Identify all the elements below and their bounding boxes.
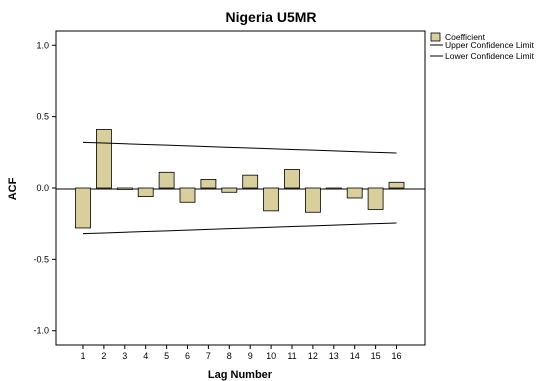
y-tick-label: 0.0 (36, 183, 49, 193)
coefficient-bar (304, 187, 321, 213)
coefficient-bar (221, 187, 238, 193)
y-tick-label: 1.0 (36, 40, 49, 50)
lower-confidence-limit-line (82, 222, 397, 235)
x-tick-label: 14 (350, 351, 360, 361)
coefficient-bar (137, 187, 154, 197)
x-tick-label: 15 (371, 351, 381, 361)
coefficient-bar (242, 174, 259, 189)
x-axis-label: Lag Number (208, 369, 273, 381)
coefficient-bar (325, 187, 342, 190)
x-tick-label: 6 (185, 351, 190, 361)
legend-upper-label: Upper Confidence Limit (445, 40, 534, 50)
y-tick-label: -0.5 (33, 254, 49, 264)
y-axis-label: ACF (7, 177, 19, 200)
upper-confidence-limit-line (82, 141, 397, 154)
coefficient-bar (388, 181, 405, 189)
coefficient-bar (96, 129, 112, 189)
chart-title: Nigeria U5MR (225, 9, 316, 25)
coefficient-bar (200, 179, 217, 189)
x-tick-label: 16 (391, 351, 401, 361)
x-tick-label: 9 (248, 351, 253, 361)
x-tick-label: 2 (101, 351, 106, 361)
x-tick-label: 7 (206, 351, 211, 361)
x-tick-label: 11 (287, 351, 296, 361)
x-tick-label: 12 (308, 351, 318, 361)
coefficient-bar (158, 171, 175, 189)
x-tick-label: 5 (164, 351, 169, 361)
legend-coefficient-label: Coefficient (445, 32, 486, 42)
coefficient-bar (284, 169, 300, 189)
x-tick-label: 10 (266, 351, 276, 361)
coefficient-bar (75, 187, 91, 229)
coefficient-bar (346, 187, 363, 199)
legend-coefficient-swatch (430, 32, 441, 42)
coefficient-bar (263, 187, 280, 212)
x-tick-label: 1 (80, 351, 85, 361)
x-tick-label: 8 (227, 351, 232, 361)
coefficient-bars (75, 129, 405, 229)
coefficient-bar (116, 187, 133, 190)
y-tick-label: 0.5 (36, 112, 49, 122)
legend: Coefficient Upper Confidence Limit Lower… (430, 32, 534, 61)
y-tick-label: -1.0 (33, 326, 49, 336)
coefficient-bar (367, 187, 384, 210)
x-tick-label: 4 (143, 351, 148, 361)
y-axis-ticks: 1.0 0.5 0.0 -0.5 -1.0 (33, 40, 56, 336)
coefficient-bar (179, 187, 196, 203)
x-axis-ticks: 1 2 3 4 5 6 7 8 9 10 11 12 13 14 15 16 (80, 345, 402, 361)
x-tick-label: 13 (329, 351, 339, 361)
x-tick-label: 3 (122, 351, 127, 361)
legend-lower-label: Lower Confidence Limit (445, 51, 534, 61)
